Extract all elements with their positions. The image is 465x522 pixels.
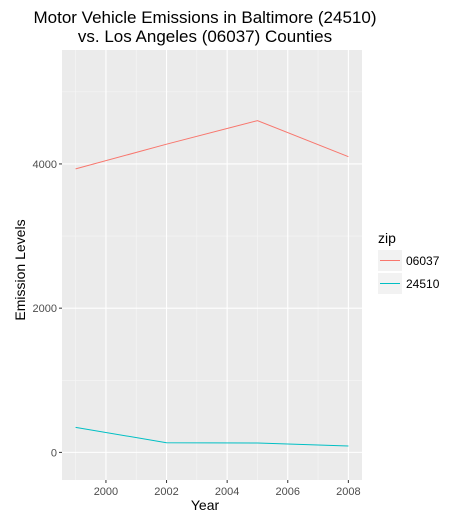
y-axis-label: Emission Levels — [12, 219, 28, 321]
x-tick-label: 2008 — [336, 486, 360, 498]
x-tick-label: 2004 — [215, 486, 239, 498]
legend-key-24510 — [378, 273, 402, 294]
y-tick-label: 2000 — [33, 303, 57, 315]
y-tick-label: 4000 — [33, 159, 57, 171]
legend-label-24510: 24510 — [406, 277, 440, 291]
legend-line-06037 — [380, 260, 400, 261]
x-tick-label: 2002 — [154, 486, 178, 498]
legend-label-06037: 06037 — [406, 254, 440, 268]
x-tick-label: 2000 — [94, 486, 118, 498]
legend-key-06037 — [378, 250, 402, 271]
series-line-06037 — [75, 120, 349, 170]
x-tick-label: 2006 — [276, 486, 300, 498]
series-line-24510 — [75, 426, 349, 447]
chart-title-line-2: vs. Los Angeles (06037) Counties — [77, 27, 333, 46]
chart-title-line-1: Motor Vehicle Emissions in Baltimore (24… — [33, 8, 377, 27]
plot-panel — [62, 50, 362, 480]
y-tick-label: 0 — [51, 447, 57, 459]
x-axis-label: Year — [190, 497, 220, 513]
legend-title: zip — [378, 230, 396, 246]
legend-line-24510 — [380, 283, 400, 284]
